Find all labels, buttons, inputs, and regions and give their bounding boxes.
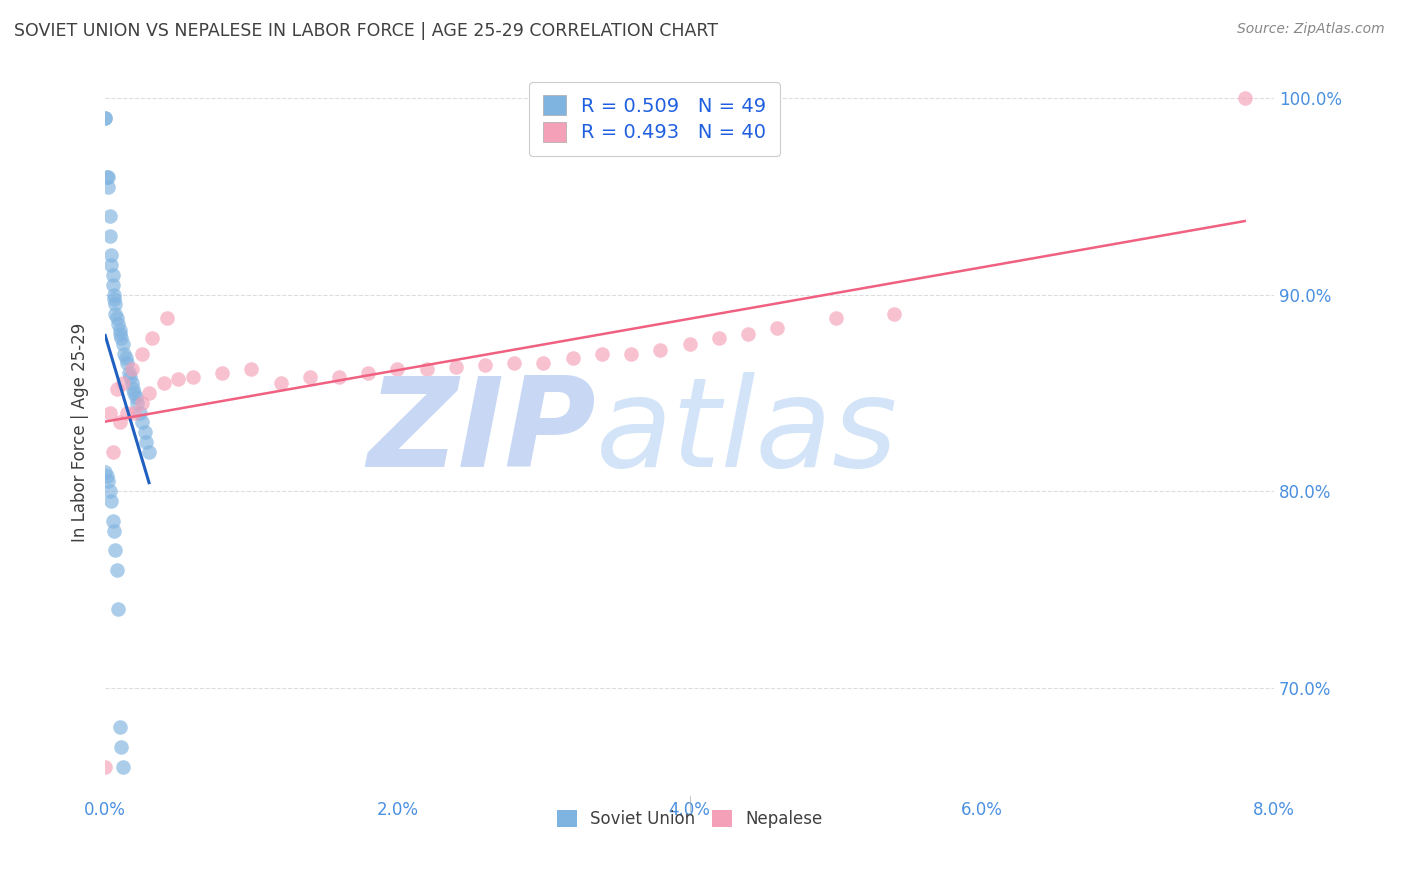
Point [96, 468, 118, 483]
Text: ZIP: ZIP [367, 372, 596, 492]
Point [107, 317, 129, 331]
Point [101, 277, 124, 292]
Point [561, 351, 583, 365]
Point [94, 111, 117, 125]
Point [387, 362, 409, 376]
Point [101, 514, 124, 528]
Point [131, 396, 153, 410]
Point [181, 370, 204, 384]
Point [240, 362, 263, 376]
Point [328, 370, 350, 384]
Point [141, 331, 163, 345]
Point [131, 346, 153, 360]
Point [107, 602, 129, 616]
Point [101, 445, 124, 459]
Point [357, 367, 380, 381]
Point [766, 321, 789, 335]
Point [108, 720, 131, 734]
Point [97, 169, 120, 184]
Point [98, 406, 121, 420]
Text: Source: ZipAtlas.com: Source: ZipAtlas.com [1237, 22, 1385, 37]
Text: SOVIET UNION VS NEPALESE IN LABOR FORCE | AGE 25-29 CORRELATION CHART: SOVIET UNION VS NEPALESE IN LABOR FORCE … [14, 22, 718, 40]
Point [105, 311, 128, 326]
Point [98, 209, 121, 223]
Point [103, 292, 125, 306]
Point [103, 524, 125, 538]
Point [122, 382, 145, 396]
Point [97, 475, 120, 489]
Point [105, 563, 128, 577]
Point [112, 346, 135, 360]
Point [444, 360, 467, 375]
Point [117, 367, 139, 381]
Point [824, 311, 846, 326]
Point [474, 359, 496, 373]
Point [118, 370, 141, 384]
Legend: Soviet Union, Nepalese: Soviet Union, Nepalese [550, 804, 830, 835]
Point [114, 351, 136, 365]
Point [104, 307, 127, 321]
Point [98, 484, 121, 499]
Point [97, 179, 120, 194]
Point [707, 331, 730, 345]
Point [533, 356, 555, 370]
Point [124, 406, 146, 420]
Point [100, 494, 122, 508]
Point [135, 435, 157, 450]
Point [115, 356, 138, 370]
Point [127, 396, 149, 410]
Point [503, 356, 526, 370]
Point [152, 376, 174, 391]
Point [115, 406, 138, 420]
Point [131, 416, 153, 430]
Point [98, 228, 121, 243]
Point [138, 445, 160, 459]
Point [96, 169, 118, 184]
Point [103, 287, 125, 301]
Point [121, 376, 143, 391]
Point [108, 326, 131, 341]
Point [94, 111, 117, 125]
Point [620, 346, 643, 360]
Point [111, 376, 134, 391]
Point [591, 346, 613, 360]
Point [415, 362, 437, 376]
Point [94, 759, 117, 773]
Point [100, 248, 122, 262]
Y-axis label: In Labor Force | Age 25-29: In Labor Force | Age 25-29 [72, 323, 89, 542]
Point [105, 382, 128, 396]
Point [134, 425, 156, 440]
Point [110, 331, 132, 345]
Point [104, 543, 127, 558]
Point [650, 343, 672, 357]
Point [108, 416, 131, 430]
Point [211, 367, 233, 381]
Point [167, 372, 190, 386]
Point [883, 307, 905, 321]
Point [101, 268, 124, 282]
Point [678, 336, 700, 351]
Point [138, 386, 160, 401]
Point [108, 323, 131, 337]
Point [129, 406, 152, 420]
Point [111, 336, 134, 351]
Point [111, 759, 134, 773]
Point [737, 326, 759, 341]
Point [298, 370, 321, 384]
Point [104, 297, 127, 311]
Point [155, 311, 177, 326]
Point [270, 376, 292, 391]
Text: atlas: atlas [596, 372, 898, 492]
Point [124, 386, 146, 401]
Point [121, 362, 143, 376]
Point [110, 739, 132, 754]
Point [94, 465, 117, 479]
Point [1233, 91, 1256, 105]
Point [125, 390, 148, 404]
Point [100, 258, 122, 272]
